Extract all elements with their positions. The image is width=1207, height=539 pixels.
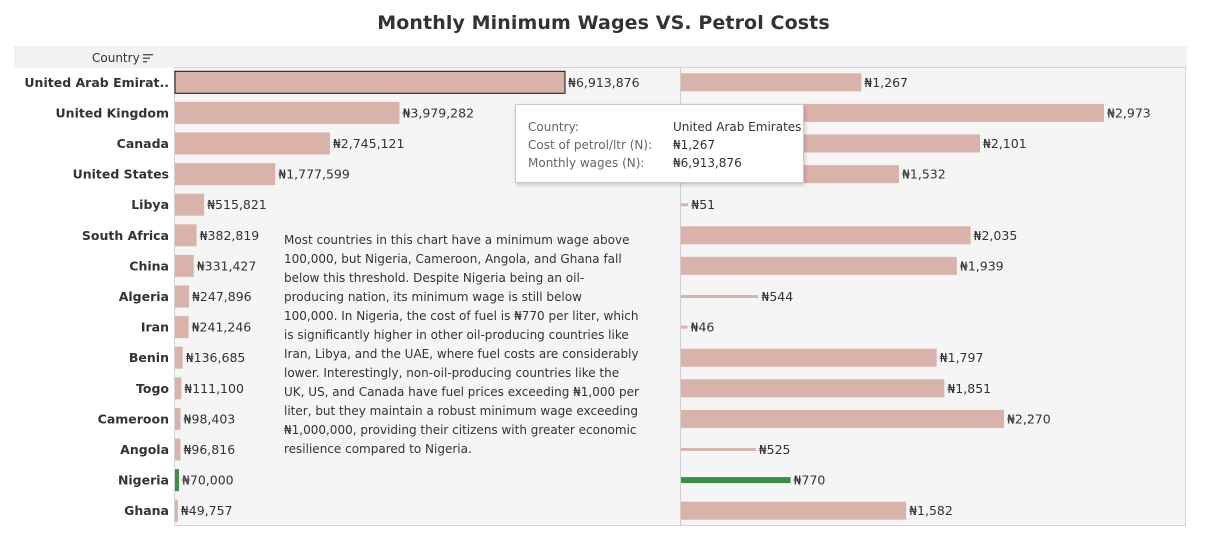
column-header-band xyxy=(14,46,1187,68)
wage-bar-angola[interactable] xyxy=(175,438,181,461)
country-label-benin[interactable]: Benin xyxy=(129,350,169,365)
wage-label-iran: ₦241,246 xyxy=(192,320,252,335)
tooltip-petrol-row: Cost of petrol/ltr (N): ₦1,267 xyxy=(528,136,715,154)
wage-label-libya: ₦515,821 xyxy=(207,197,267,212)
petrol-bar-ghana[interactable] xyxy=(681,501,907,520)
petrol-label-libya: ₦51 xyxy=(691,197,715,212)
country-column-header[interactable]: Country xyxy=(92,51,154,65)
petrol-bar-iran[interactable] xyxy=(681,325,688,329)
petrol-label-cameroon: ₦2,270 xyxy=(1007,411,1051,426)
wage-bar-cameroon[interactable] xyxy=(175,407,181,430)
country-header-label: Country xyxy=(92,51,140,65)
petrol-label-nigeria: ₦770 xyxy=(794,473,826,488)
wage-bar-libya[interactable] xyxy=(175,193,205,216)
petrol-label-togo: ₦1,851 xyxy=(947,381,991,396)
country-label-cameroon[interactable]: Cameroon xyxy=(98,411,169,426)
country-label-togo[interactable]: Togo xyxy=(136,381,169,396)
petrol-bar-cameroon[interactable] xyxy=(681,409,1004,428)
wage-bar-algeria[interactable] xyxy=(175,285,189,308)
country-label-united-kingdom[interactable]: United Kingdom xyxy=(56,105,169,120)
wage-bar-canada[interactable] xyxy=(175,132,330,155)
petrol-bar-united-arab-emirat[interactable] xyxy=(681,73,862,92)
wage-label-united-states: ₦1,777,599 xyxy=(278,167,350,182)
petrol-label-benin: ₦1,797 xyxy=(940,350,984,365)
country-label-nigeria[interactable]: Nigeria xyxy=(118,473,169,488)
tooltip-wages-row: Monthly wages (N): ₦6,913,876 xyxy=(528,154,742,172)
wage-label-nigeria: ₦70,000 xyxy=(182,473,234,488)
petrol-bar-libya[interactable] xyxy=(681,203,689,207)
tooltip-country-label: Country: xyxy=(528,120,579,134)
tooltip-petrol-value: ₦1,267 xyxy=(673,138,715,152)
country-label-angola[interactable]: Angola xyxy=(120,442,169,457)
tooltip-petrol-label: Cost of petrol/ltr (N): xyxy=(528,138,653,152)
wage-label-algeria: ₦247,896 xyxy=(192,289,252,304)
wage-bar-benin[interactable] xyxy=(175,346,183,369)
wage-bar-united-arab-emirat[interactable] xyxy=(174,70,566,94)
pane-divider xyxy=(680,67,681,526)
country-label-iran[interactable]: Iran xyxy=(141,320,169,335)
petrol-label-china: ₦1,939 xyxy=(960,258,1004,273)
wage-bar-south-africa[interactable] xyxy=(175,224,197,247)
petrol-bar-south-africa[interactable] xyxy=(681,226,971,245)
petrol-label-iran: ₦46 xyxy=(691,320,715,335)
wage-label-angola: ₦96,816 xyxy=(183,442,235,457)
wage-bar-togo[interactable] xyxy=(175,377,182,400)
wage-bar-united-kingdom[interactable] xyxy=(175,101,400,124)
wage-label-togo: ₦111,100 xyxy=(184,381,244,396)
wage-label-united-arab-emirat: ₦6,913,876 xyxy=(568,75,640,90)
wage-label-china: ₦331,427 xyxy=(197,258,257,273)
petrol-label-algeria: ₦544 xyxy=(761,289,793,304)
wage-label-cameroon: ₦98,403 xyxy=(184,411,236,426)
wage-label-united-kingdom: ₦3,979,282 xyxy=(402,105,474,120)
petrol-bar-angola[interactable] xyxy=(681,448,756,451)
petrol-label-united-states: ₦1,532 xyxy=(902,167,946,182)
tooltip: Country: United Arab Emirates Cost of pe… xyxy=(515,104,804,183)
wage-bar-ghana[interactable] xyxy=(175,499,178,522)
petrol-label-canada: ₦2,101 xyxy=(983,136,1027,151)
wage-bar-china[interactable] xyxy=(175,254,194,277)
country-label-libya[interactable]: Libya xyxy=(131,197,169,212)
petrol-label-ghana: ₦1,582 xyxy=(909,503,953,518)
petrol-bar-china[interactable] xyxy=(681,256,957,275)
country-label-united-arab-emirat[interactable]: United Arab Emirat.. xyxy=(24,75,169,90)
country-label-china[interactable]: China xyxy=(129,258,169,273)
wage-label-canada: ₦2,745,121 xyxy=(333,136,405,151)
chart-title: Monthly Minimum Wages VS. Petrol Costs xyxy=(377,12,830,34)
country-label-united-states[interactable]: United States xyxy=(73,167,169,182)
wage-label-ghana: ₦49,757 xyxy=(181,503,233,518)
petrol-label-angola: ₦525 xyxy=(759,442,791,457)
wage-bar-iran[interactable] xyxy=(175,316,189,339)
petrol-bar-nigeria[interactable] xyxy=(681,477,791,484)
tooltip-country-row: Country: United Arab Emirates xyxy=(528,118,801,136)
wage-label-benin: ₦136,685 xyxy=(186,350,246,365)
tooltip-country-value: United Arab Emirates xyxy=(673,120,802,134)
annotation-text: Most countries in this chart have a mini… xyxy=(284,233,639,456)
wage-bar-united-states[interactable] xyxy=(175,163,276,186)
petrol-label-united-arab-emirat: ₦1,267 xyxy=(864,75,908,90)
wage-label-south-africa: ₦382,819 xyxy=(200,228,260,243)
sort-descending-icon[interactable] xyxy=(142,53,154,63)
petrol-bar-togo[interactable] xyxy=(681,379,945,398)
petrol-bar-benin[interactable] xyxy=(681,348,937,367)
country-label-south-africa[interactable]: South Africa xyxy=(82,228,169,243)
tooltip-wages-label: Monthly wages (N): xyxy=(528,156,645,170)
tooltip-wages-value: ₦6,913,876 xyxy=(673,156,742,170)
country-label-ghana[interactable]: Ghana xyxy=(124,503,169,518)
petrol-label-south-africa: ₦2,035 xyxy=(974,228,1018,243)
petrol-bar-algeria[interactable] xyxy=(681,295,759,298)
wage-bar-nigeria[interactable] xyxy=(175,469,179,492)
country-label-algeria[interactable]: Algeria xyxy=(119,289,169,304)
petrol-label-united-kingdom: ₦2,973 xyxy=(1107,105,1151,120)
country-label-canada[interactable]: Canada xyxy=(117,136,169,151)
